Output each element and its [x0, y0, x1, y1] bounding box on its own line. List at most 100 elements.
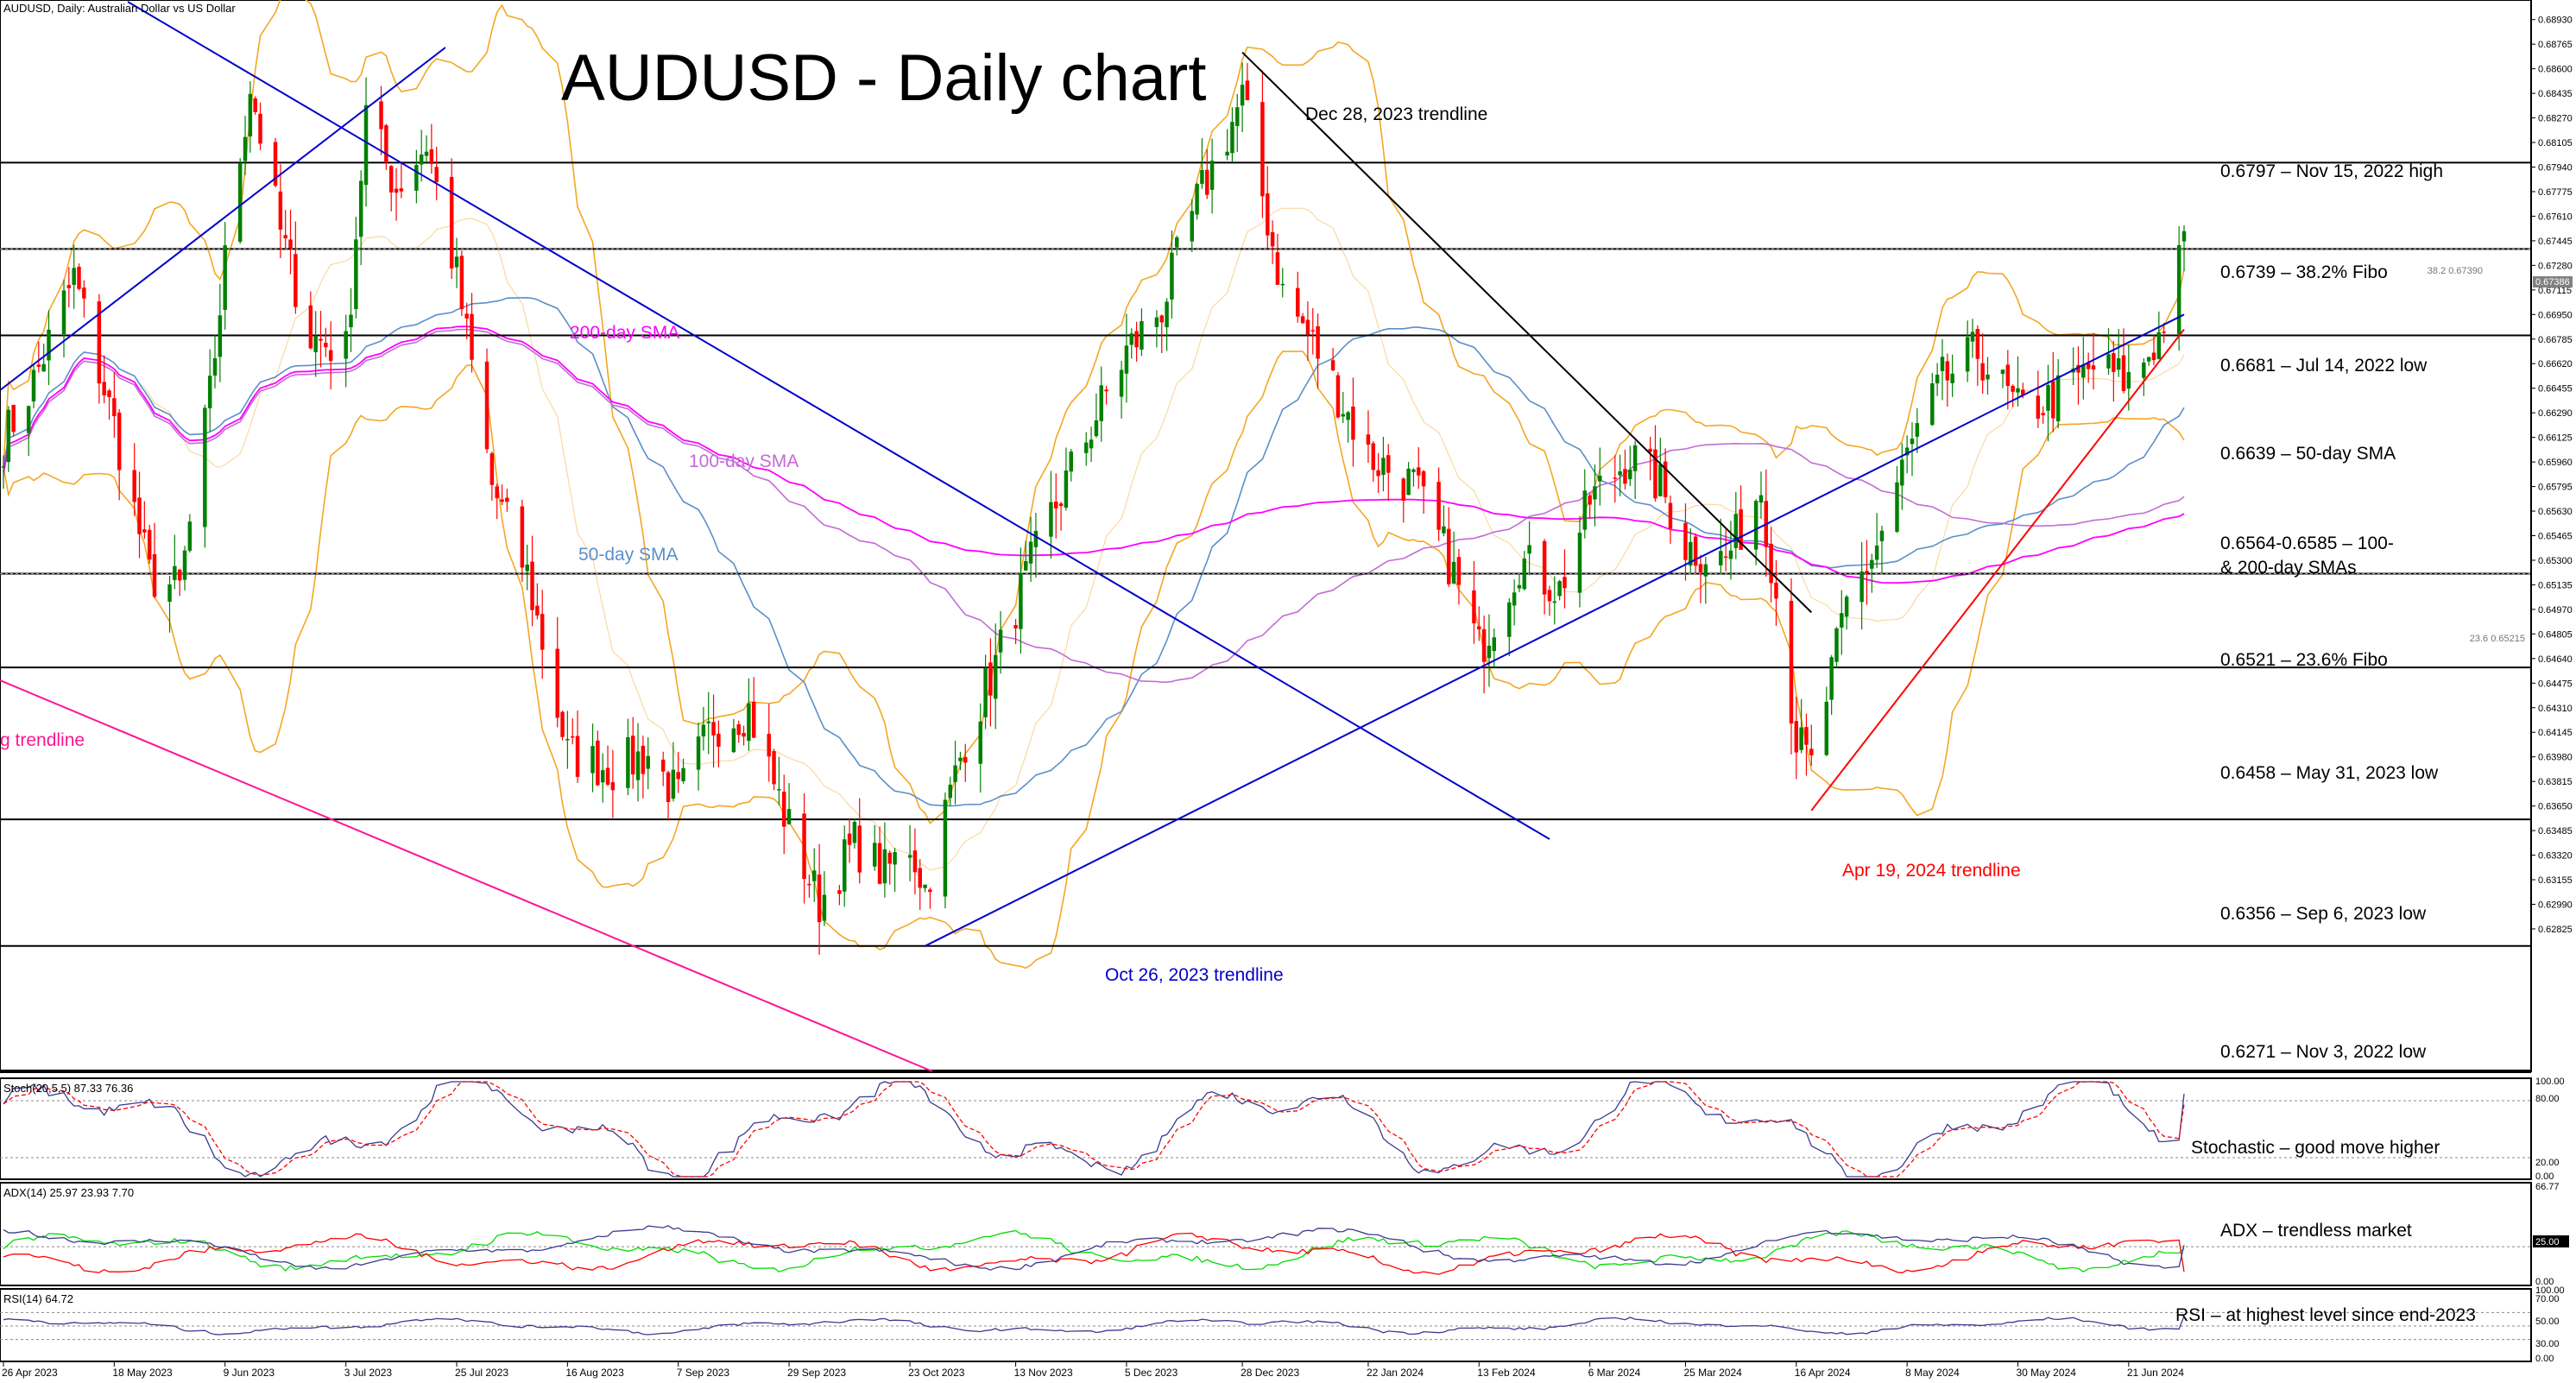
- candle-body: [626, 737, 630, 788]
- candle-body: [31, 369, 36, 401]
- candle-body: [1527, 545, 1531, 554]
- candle: [358, 170, 363, 266]
- candle: [852, 818, 857, 849]
- candle-body: [358, 180, 363, 237]
- price-tick-label: 0.63650: [2538, 802, 2573, 812]
- candle: [324, 327, 328, 357]
- candle: [2086, 352, 2091, 383]
- price-tick-label: 0.63815: [2538, 777, 2573, 787]
- candle-body: [1104, 389, 1108, 392]
- candle: [1975, 325, 1980, 386]
- time-tick-label: 6 Mar 2024: [1588, 1367, 1641, 1379]
- candle: [36, 341, 41, 373]
- apr19-trendline-label: Apr 19, 2024 trendline: [1842, 861, 2021, 881]
- candle-body: [1809, 748, 1814, 756]
- candle-body: [1834, 628, 1839, 662]
- candle-body: [1648, 448, 1652, 452]
- candle: [1089, 426, 1094, 463]
- adx-25-tag: [2533, 1235, 2569, 1247]
- candle-body: [701, 724, 706, 737]
- candle: [2121, 328, 2126, 394]
- candle: [1683, 503, 1688, 581]
- candle: [1648, 437, 1652, 481]
- candle-body: [953, 765, 957, 782]
- candle: [817, 843, 822, 956]
- candle-body: [384, 125, 388, 163]
- candle-body: [66, 285, 72, 288]
- candle: [1064, 447, 1069, 511]
- candle: [1859, 541, 1864, 630]
- candle: [1335, 371, 1341, 419]
- candle: [605, 745, 610, 786]
- time-tick-label: 26 Apr 2023: [2, 1367, 58, 1379]
- candle-body: [802, 813, 806, 880]
- time-tick-label: 7 Sep 2023: [677, 1367, 730, 1379]
- candle-body: [1829, 657, 1834, 700]
- candle-body: [1910, 439, 1915, 445]
- candle: [61, 279, 66, 358]
- price-tick-label: 0.64970: [2538, 605, 2573, 616]
- trendline-pink: [0, 679, 933, 1072]
- candle: [1915, 407, 1920, 453]
- symbol-header: AUDUSD, Daily: Australian Dollar vs US D…: [3, 2, 236, 15]
- candle: [751, 677, 756, 739]
- candle: [1789, 578, 1794, 755]
- candle-body: [1411, 469, 1416, 472]
- candle: [258, 102, 262, 151]
- candle-body: [1804, 727, 1809, 745]
- candle: [872, 824, 877, 871]
- candle: [419, 129, 424, 182]
- trendline-2: [1810, 328, 2185, 811]
- candle-body: [107, 390, 111, 397]
- candle: [2151, 335, 2156, 366]
- candle: [983, 654, 988, 729]
- candle: [484, 348, 489, 454]
- candle-body: [1915, 423, 1920, 437]
- candle: [893, 848, 897, 893]
- candle-body: [1582, 490, 1588, 530]
- price-tick-label: 0.62825: [2538, 925, 2573, 935]
- candle-body: [1577, 533, 1582, 593]
- candle-body: [223, 245, 227, 310]
- candle: [1316, 313, 1320, 388]
- candle-body: [1421, 470, 1426, 487]
- candle: [288, 209, 293, 275]
- candle-body: [1049, 502, 1053, 537]
- candle-body: [1190, 211, 1194, 242]
- candle-body: [399, 188, 404, 192]
- candle-body: [82, 287, 86, 299]
- price-tick-label: 0.65300: [2538, 556, 2573, 566]
- candle-body: [1024, 560, 1028, 571]
- candle: [1593, 464, 1597, 527]
- candle-body: [424, 151, 429, 156]
- candle: [1698, 554, 1703, 603]
- candle-body: [248, 93, 253, 137]
- candle: [1588, 492, 1592, 519]
- candle: [943, 793, 948, 909]
- candle-body: [923, 884, 927, 888]
- candle-body: [1733, 514, 1739, 548]
- candle-body: [907, 855, 912, 858]
- candle-body: [1859, 571, 1864, 603]
- candle: [560, 710, 565, 741]
- candle: [877, 826, 882, 885]
- candle-body: [2142, 362, 2146, 378]
- candle: [2051, 351, 2055, 433]
- candle: [1436, 467, 1441, 541]
- candle: [1386, 444, 1391, 502]
- time-tick-label: 25 Mar 2024: [1683, 1367, 1742, 1379]
- candle: [1235, 93, 1240, 153]
- candle-body: [1209, 161, 1215, 190]
- candle-body: [1140, 321, 1144, 350]
- candle-body: [237, 163, 243, 242]
- candle: [1069, 449, 1073, 482]
- candle-body: [1552, 601, 1557, 603]
- level-label-0356: 0.6356 – Sep 6, 2023 low: [2220, 904, 2427, 924]
- candle: [470, 293, 474, 373]
- price-tick-label: 0.67940: [2538, 163, 2573, 174]
- candle: [218, 283, 223, 382]
- candle-body: [1119, 369, 1124, 397]
- candle-body: [928, 889, 932, 893]
- candle: [2162, 323, 2166, 344]
